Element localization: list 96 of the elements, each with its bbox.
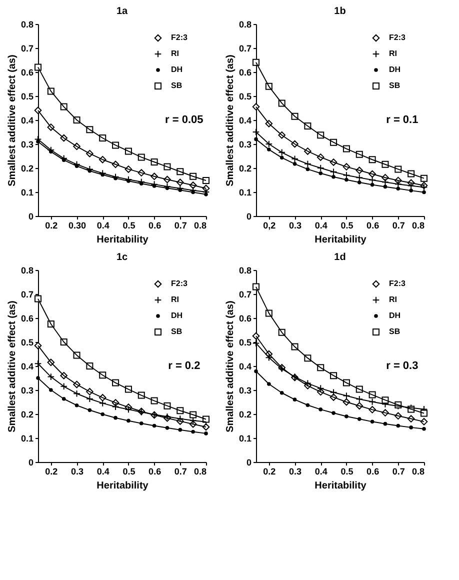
chart-title: 1a <box>116 6 128 17</box>
y-tick-label: 0.1 <box>20 188 34 198</box>
y-tick-label: 0.4 <box>238 116 252 126</box>
y-tick-label: 0 <box>246 458 252 468</box>
y-tick-label: 0.2 <box>20 164 34 174</box>
x-tick-label: 0.5 <box>122 466 136 476</box>
y-tick-label: 0.2 <box>238 164 252 174</box>
x-tick-label: 0.7 <box>174 466 187 476</box>
y-axis-title: Smallest additive effect (as) <box>224 54 236 186</box>
x-tick-label: 0.6 <box>366 220 380 230</box>
x-tick-label: 0.8 <box>412 466 424 476</box>
legend-label: RI <box>389 295 397 304</box>
x-tick-label: 0.4 <box>314 466 328 476</box>
y-tick-label: 0.8 <box>20 20 34 30</box>
y-tick-label: 0.7 <box>238 290 252 300</box>
y-tick-label: 0 <box>28 212 34 222</box>
y-axis-title: Smallest additive effect (as) <box>6 54 18 186</box>
x-tick-label: 0,2 <box>263 220 276 230</box>
y-tick-label: 0.6 <box>238 68 252 78</box>
y-tick-label: 0.6 <box>20 68 34 78</box>
y-tick-label: 0.1 <box>238 434 252 444</box>
legend-label: F2:3 <box>171 279 188 288</box>
y-tick-label: 0.8 <box>20 266 34 276</box>
y-tick-label: 0.5 <box>238 338 252 348</box>
x-tick-label: 0.7 <box>174 220 187 230</box>
x-tick-label: 0.4 <box>96 220 110 230</box>
x-tick-label: 0.30 <box>68 220 86 230</box>
x-tick-label: 0.4 <box>314 220 328 230</box>
x-tick-label: 0.8 <box>194 220 206 230</box>
annotation: r = 0.1 <box>386 114 418 126</box>
y-tick-label: 0.3 <box>238 140 252 150</box>
annotation: r = 0.2 <box>168 360 200 372</box>
y-tick-label: 0.5 <box>238 92 252 102</box>
y-tick-label: 0.7 <box>238 44 252 54</box>
y-tick-label: 0.2 <box>238 410 252 420</box>
y-tick-label: 0.3 <box>238 386 252 396</box>
y-tick-label: 0.6 <box>20 314 34 324</box>
x-tick-label: 0.3 <box>289 220 302 230</box>
legend-label: F2:3 <box>389 33 406 42</box>
x-axis-title: Heritability <box>314 480 367 492</box>
y-tick-label: 0.4 <box>20 362 34 372</box>
x-tick-label: 0.5 <box>122 220 136 230</box>
legend-label: DH <box>171 65 183 74</box>
y-tick-label: 0.3 <box>20 386 34 396</box>
x-tick-label: 0.7 <box>392 466 405 476</box>
x-tick-label: 0.2 <box>45 466 58 476</box>
y-tick-label: 0 <box>246 212 252 222</box>
legend-label: SB <box>171 81 182 90</box>
y-tick-label: 0.7 <box>20 44 34 54</box>
legend-label: RI <box>171 49 179 58</box>
annotation: r = 0.05 <box>165 114 204 126</box>
x-axis-title: Heritability <box>96 480 149 492</box>
legend-label: RI <box>389 49 397 58</box>
chart-title: 1d <box>334 252 346 263</box>
y-tick-label: 0.5 <box>20 92 34 102</box>
x-tick-label: 0.5 <box>340 220 354 230</box>
y-tick-label: 0.8 <box>238 266 252 276</box>
y-axis-title: Smallest additive effect (as) <box>6 300 18 432</box>
legend-label: SB <box>171 327 182 336</box>
legend-label: F2:3 <box>389 279 406 288</box>
legend-label: SB <box>389 327 400 336</box>
x-axis-title: Heritability <box>314 234 367 246</box>
y-tick-label: 0.8 <box>238 20 252 30</box>
x-tick-label: 0.3 <box>289 466 302 476</box>
x-tick-label: 0.6 <box>148 220 162 230</box>
y-axis-title: Smallest additive effect (as) <box>224 300 236 432</box>
x-tick-label: 0.2 <box>263 466 276 476</box>
annotation: r = 0.3 <box>386 360 418 372</box>
y-tick-label: 0.1 <box>20 434 34 444</box>
legend-label: RI <box>171 295 179 304</box>
y-tick-label: 0.2 <box>20 410 34 420</box>
x-tick-label: 0.6 <box>148 466 162 476</box>
y-tick-label: 0.3 <box>20 140 34 150</box>
x-tick-label: 0.8 <box>412 220 424 230</box>
y-tick-label: 0 <box>28 458 34 468</box>
legend-label: DH <box>389 65 401 74</box>
x-tick-label: 0.2 <box>45 220 58 230</box>
x-tick-label: 0.4 <box>96 466 110 476</box>
chart-title: 1b <box>334 6 346 17</box>
legend-label: DH <box>171 311 183 320</box>
x-tick-label: 0.5 <box>340 466 354 476</box>
legend-label: F2:3 <box>171 33 188 42</box>
x-tick-label: 0.3 <box>71 466 84 476</box>
x-tick-label: 0.7 <box>392 220 405 230</box>
legend-label: DH <box>389 311 401 320</box>
chart-title: 1c <box>116 252 128 263</box>
y-tick-label: 0.6 <box>238 314 252 324</box>
y-tick-label: 0.5 <box>20 338 34 348</box>
x-axis-title: Heritability <box>96 234 149 246</box>
legend-label: SB <box>389 81 400 90</box>
y-tick-label: 0.4 <box>20 116 34 126</box>
y-tick-label: 0.7 <box>20 290 34 300</box>
x-tick-label: 0.8 <box>194 466 206 476</box>
y-tick-label: 0.1 <box>238 188 252 198</box>
x-tick-label: 0.6 <box>366 466 380 476</box>
y-tick-label: 0.4 <box>238 362 252 372</box>
